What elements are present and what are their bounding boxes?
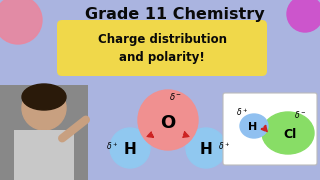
Ellipse shape — [262, 112, 314, 154]
Text: $\delta^+$: $\delta^+$ — [218, 140, 230, 152]
FancyBboxPatch shape — [223, 93, 317, 165]
Circle shape — [287, 0, 320, 32]
FancyBboxPatch shape — [14, 130, 74, 180]
FancyArrowPatch shape — [62, 120, 86, 138]
Text: H: H — [124, 143, 136, 158]
Text: $\delta^+$: $\delta^+$ — [236, 106, 248, 118]
Text: $\delta^+$: $\delta^+$ — [106, 140, 118, 152]
Circle shape — [138, 90, 198, 150]
FancyBboxPatch shape — [57, 20, 267, 76]
Text: Grade 11 Chemistry: Grade 11 Chemistry — [85, 6, 265, 21]
Text: $\delta^-$: $\delta^-$ — [294, 109, 306, 120]
Text: Cl: Cl — [284, 129, 297, 141]
Circle shape — [186, 128, 226, 168]
Text: Charge distribution: Charge distribution — [98, 33, 227, 46]
Ellipse shape — [22, 84, 66, 110]
FancyBboxPatch shape — [0, 85, 88, 180]
Ellipse shape — [240, 114, 268, 138]
Text: H: H — [200, 143, 212, 158]
Text: and polarity!: and polarity! — [119, 51, 205, 64]
Circle shape — [0, 145, 30, 180]
Text: O: O — [160, 114, 176, 132]
Text: $\delta^-$: $\delta^-$ — [169, 91, 183, 102]
Text: H: H — [248, 122, 258, 132]
Circle shape — [110, 128, 150, 168]
Circle shape — [0, 0, 42, 44]
Circle shape — [22, 86, 66, 130]
